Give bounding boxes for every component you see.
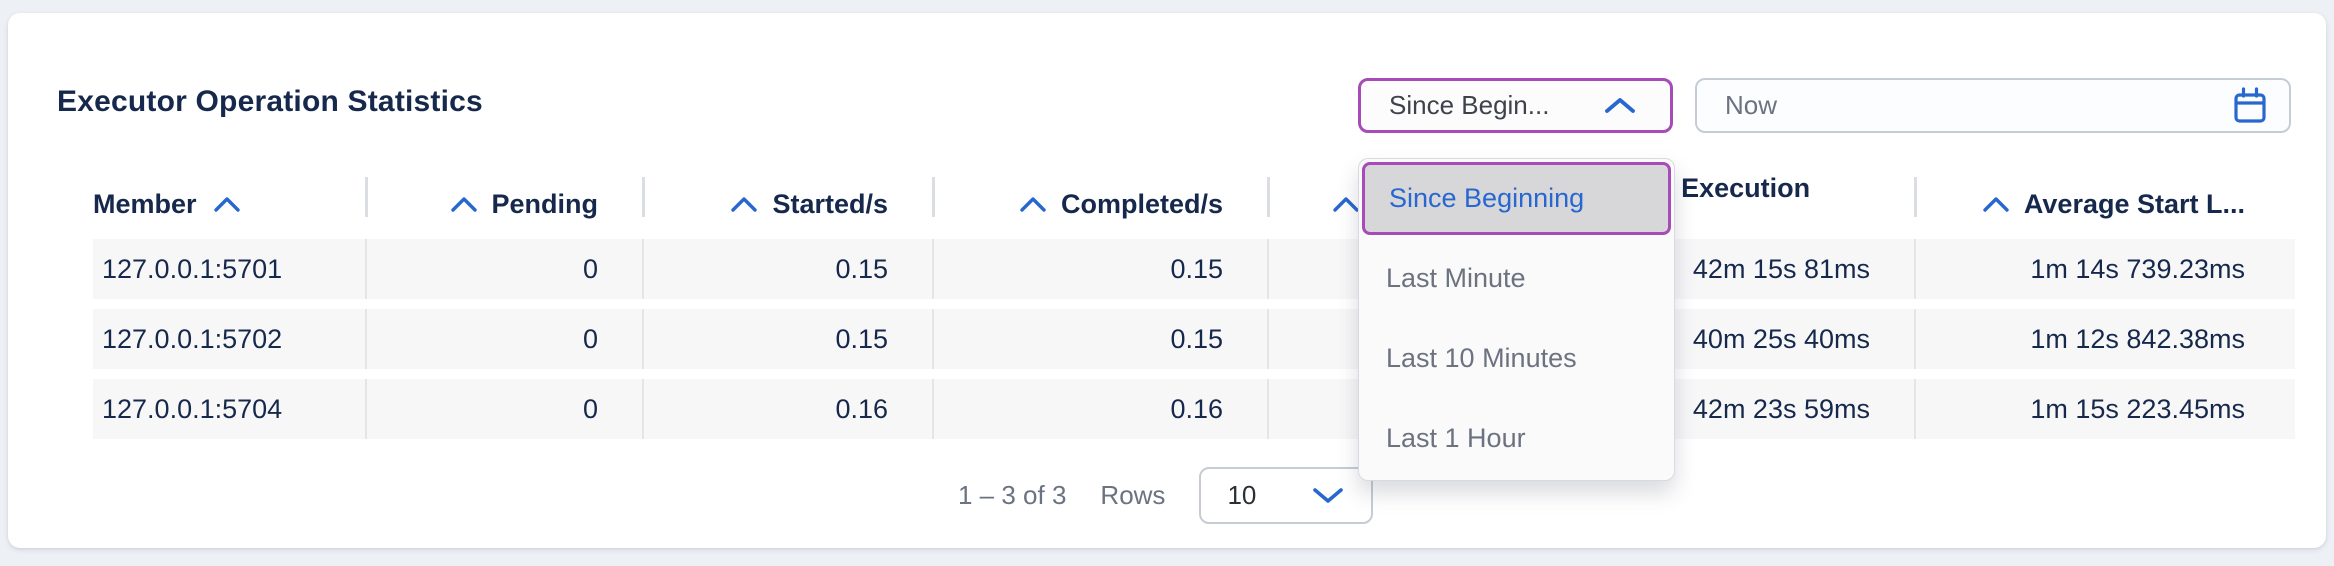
sort-asc-icon xyxy=(1332,196,1360,213)
column-separator xyxy=(365,177,368,217)
column-header-started[interactable]: Started/s xyxy=(642,173,932,235)
sort-asc-icon xyxy=(213,196,241,213)
cell-covered xyxy=(1267,239,1568,299)
cell-started: 0.15 xyxy=(642,239,932,299)
column-label: Started/s xyxy=(772,188,888,219)
column-label: Member xyxy=(93,188,197,219)
end-time-input[interactable]: Now xyxy=(1695,78,2291,133)
cell-average-start-latency: 1m 12s 842.38ms xyxy=(1914,309,2295,369)
cell-pending: 0 xyxy=(365,239,642,299)
rows-per-page-value: 10 xyxy=(1227,479,1257,510)
table-row: 127.0.0.1:5701 0 0.15 0.15 42m 15s 81ms … xyxy=(93,239,2295,299)
cell-pending: 0 xyxy=(365,379,642,439)
cell-completed: 0.15 xyxy=(932,309,1267,369)
column-separator xyxy=(932,177,935,217)
menu-item-last-minute[interactable]: Last Minute xyxy=(1386,262,1526,293)
column-header-pending[interactable]: Pending xyxy=(365,173,642,235)
column-separator xyxy=(1914,177,1917,217)
column-label: Average Start L... xyxy=(2023,188,2245,219)
cell-execution-time: 42m 15s 81ms xyxy=(1568,239,1914,299)
table-row: 127.0.0.1:5704 0 0.16 0.16 42m 23s 59ms … xyxy=(93,379,2295,439)
table-row: 127.0.0.1:5702 0 0.15 0.15 40m 25s 40ms … xyxy=(93,309,2295,369)
pagination: 1 – 3 of 3 Rows 10 xyxy=(958,465,1374,525)
cell-started: 0.16 xyxy=(642,379,932,439)
cell-member: 127.0.0.1:5704 xyxy=(102,393,283,424)
menu-item-since-beginning[interactable]: Since Beginning xyxy=(1362,162,1671,235)
calendar-icon[interactable] xyxy=(2231,86,2269,126)
column-label: Pending xyxy=(491,188,599,219)
sort-asc-icon xyxy=(1982,196,2010,213)
cell-member: 127.0.0.1:5702 xyxy=(102,323,283,354)
cell-covered xyxy=(1267,379,1568,439)
sort-asc-icon xyxy=(1019,196,1047,213)
cell-covered xyxy=(1267,309,1568,369)
pagination-range: 1 – 3 of 3 xyxy=(958,479,1067,510)
cell-member: 127.0.0.1:5701 xyxy=(102,253,283,284)
cell-average-start-latency: 1m 14s 739.23ms xyxy=(1914,239,2295,299)
sort-asc-icon xyxy=(730,196,758,213)
page-title: Executor Operation Statistics xyxy=(57,85,483,118)
column-header-average-start-latency[interactable]: Average Start L... xyxy=(1914,173,2295,235)
column-header-member[interactable]: Member xyxy=(93,173,365,235)
cell-average-start-latency: 1m 15s 223.45ms xyxy=(1914,379,2295,439)
chevron-down-icon xyxy=(1311,485,1345,505)
rows-per-page-select[interactable]: 10 xyxy=(1199,466,1374,524)
cell-pending: 0 xyxy=(365,309,642,369)
time-range-dropdown[interactable]: Since Begin... xyxy=(1358,78,1673,133)
menu-item-last-10-minutes[interactable]: Last 10 Minutes xyxy=(1386,342,1577,373)
cell-started: 0.15 xyxy=(642,309,932,369)
chevron-up-icon xyxy=(1602,95,1638,117)
cell-completed: 0.16 xyxy=(932,379,1267,439)
rows-per-page-label: Rows xyxy=(1100,479,1166,510)
column-header-covered[interactable] xyxy=(1267,173,1568,235)
column-header-completed[interactable]: Completed/s xyxy=(932,173,1267,235)
end-time-value: Now xyxy=(1725,90,1778,120)
column-separator xyxy=(1267,177,1270,217)
menu-item-last-1-hour[interactable]: Last 1 Hour xyxy=(1386,422,1526,453)
time-range-menu: Since Beginning Last Minute Last 10 Minu… xyxy=(1358,158,1675,481)
column-label: Completed/s xyxy=(1060,188,1223,219)
table-header: Member Pending Started/s xyxy=(93,173,2295,234)
cell-completed: 0.15 xyxy=(932,239,1267,299)
column-separator xyxy=(642,177,645,217)
executor-stats-card: Executor Operation Statistics Member Pen… xyxy=(8,13,2326,548)
time-range-value: Since Begin... xyxy=(1389,90,1550,120)
sort-asc-icon xyxy=(450,196,478,213)
